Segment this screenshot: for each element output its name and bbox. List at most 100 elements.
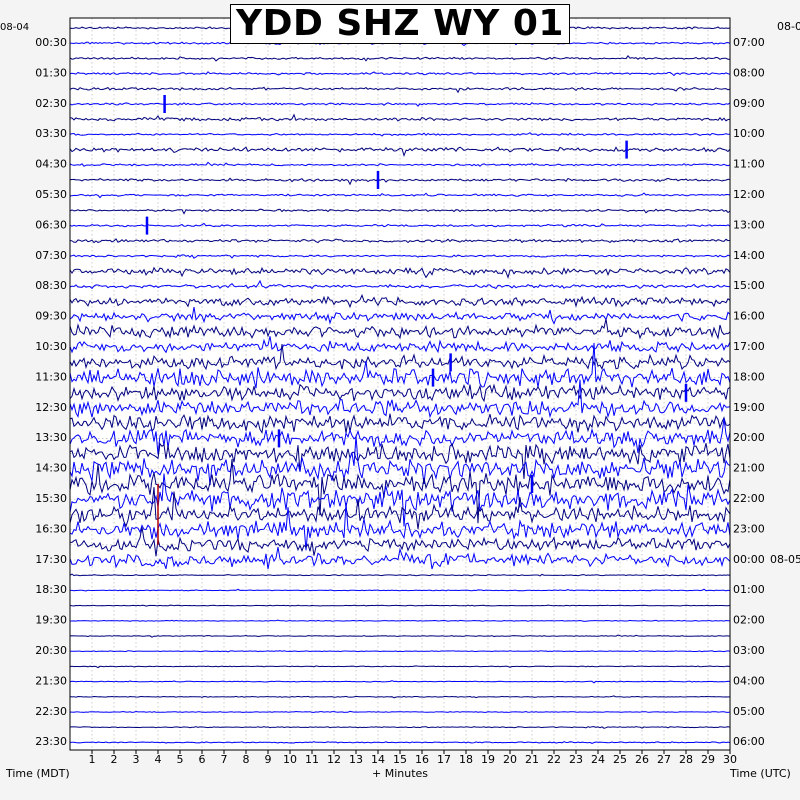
x-tick-label: 12 [327, 753, 341, 766]
x-tick-label: 5 [177, 753, 184, 766]
x-tick-label: 22 [547, 753, 561, 766]
left-date-label: 08-04 [0, 22, 29, 33]
seismic-trace [69, 342, 731, 389]
x-tick-label: 24 [591, 753, 605, 766]
seismic-trace [69, 102, 731, 107]
right-time-label: 00:00 [733, 553, 765, 566]
seismic-trace [69, 442, 731, 479]
seismic-trace [69, 192, 731, 199]
left-time-label: 07:30 [35, 249, 67, 262]
x-tick-label: 13 [349, 753, 363, 766]
x-tick-label: 6 [199, 753, 206, 766]
left-time-label: 14:30 [35, 462, 67, 475]
right-time-label: 18:00 [733, 370, 765, 383]
left-time-label: 12:30 [35, 401, 67, 414]
seismic-trace [69, 146, 731, 158]
x-tick-label: 25 [613, 753, 627, 766]
seismic-trace [70, 619, 731, 622]
x-tick-label: 2 [111, 753, 118, 766]
right-time-label: 05:00 [733, 705, 765, 718]
seismic-trace [69, 547, 731, 570]
left-time-label: 11:30 [35, 370, 67, 383]
seismic-trace [70, 710, 731, 713]
right-time-label: 04:00 [733, 674, 765, 687]
right-time-label: 13:00 [733, 218, 765, 231]
x-tick-label: 19 [481, 753, 495, 766]
seismic-trace [69, 279, 731, 290]
x-axis-label: + Minutes [372, 767, 428, 780]
left-time-label: 01:30 [35, 66, 67, 79]
right-time-label: 14:00 [733, 249, 765, 262]
seismic-trace [69, 604, 731, 607]
right-time-label: 15:00 [733, 279, 765, 292]
right-time-label: 22:00 [733, 492, 765, 505]
left-axis-label: Time (MDT) [5, 767, 70, 780]
right-time-label: 19:00 [733, 401, 765, 414]
seismic-trace [69, 650, 731, 653]
seismic-trace [69, 307, 731, 325]
x-tick-label: 29 [701, 753, 715, 766]
left-time-label: 00:30 [35, 36, 67, 49]
x-tick-label: 30 [723, 753, 737, 766]
left-time-label: 16:30 [35, 522, 67, 535]
right-time-label: 01:00 [733, 583, 765, 596]
right-time-label: 17:00 [733, 340, 765, 353]
left-time-label: 17:30 [35, 553, 67, 566]
x-tick-label: 23 [569, 753, 583, 766]
x-tick-label: 9 [265, 753, 272, 766]
seismic-trace [69, 113, 731, 122]
left-time-label: 02:30 [35, 97, 67, 110]
seismic-trace [69, 487, 731, 530]
x-tick-label: 4 [155, 753, 162, 766]
left-time-label: 18:30 [35, 583, 67, 596]
left-time-label: 04:30 [35, 158, 67, 171]
seismic-trace [69, 208, 731, 215]
x-tick-label: 17 [437, 753, 451, 766]
right-date-label-2: 08-05 [770, 553, 800, 566]
x-tick-label: 14 [371, 753, 385, 766]
right-time-label: 21:00 [733, 462, 765, 475]
seismic-trace [69, 343, 731, 371]
seismic-trace [69, 40, 731, 47]
chart-title: YDD SHZ WY 01 [236, 3, 564, 44]
right-time-label: 02:00 [733, 614, 765, 627]
right-time-label: 20:00 [733, 431, 765, 444]
x-tick-label: 20 [503, 753, 517, 766]
left-time-label: 08:30 [35, 279, 67, 292]
left-time-label: 20:30 [35, 644, 67, 657]
seismic-trace [69, 238, 731, 244]
x-tick-label: 27 [657, 753, 671, 766]
left-time-label: 19:30 [35, 614, 67, 627]
right-time-label: 08:00 [733, 66, 765, 79]
seismic-trace [69, 379, 731, 419]
right-time-label: 23:00 [733, 522, 765, 535]
x-tick-label: 8 [243, 753, 250, 766]
x-tick-label: 11 [305, 753, 319, 766]
seismic-trace [69, 266, 731, 280]
right-time-label: 03:00 [733, 644, 765, 657]
seismic-trace [69, 383, 731, 403]
right-time-label: 09:00 [733, 97, 765, 110]
seismic-trace [69, 318, 731, 340]
seismic-trace [69, 473, 731, 527]
x-tick-label: 21 [525, 753, 539, 766]
x-tick-label: 28 [679, 753, 693, 766]
left-time-label: 06:30 [35, 218, 67, 231]
seismic-trace [69, 222, 731, 228]
left-time-label: 13:30 [35, 431, 67, 444]
left-time-label: 09:30 [35, 310, 67, 323]
left-time-label: 22:30 [35, 705, 67, 718]
seismic-trace [69, 132, 731, 137]
x-tick-label: 1 [89, 753, 96, 766]
x-tick-label: 26 [635, 753, 649, 766]
seismic-trace [69, 54, 731, 62]
seismic-trace [69, 336, 731, 354]
x-tick-label: 16 [415, 753, 429, 766]
x-tick-label: 10 [283, 753, 297, 766]
seismic-trace [69, 177, 731, 186]
seismic-trace [69, 418, 731, 455]
right-date-label: 08-0 [777, 20, 800, 33]
seismic-trace [69, 634, 731, 638]
seismic-trace [69, 502, 731, 551]
